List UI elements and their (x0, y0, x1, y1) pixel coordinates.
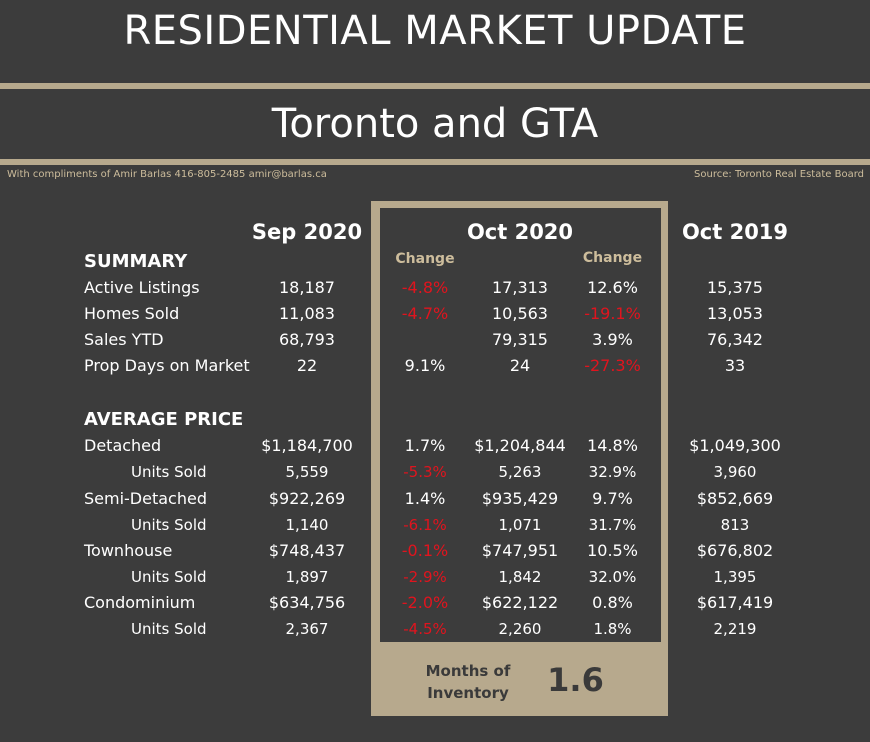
oct2019-value: $676,802 (696, 541, 774, 560)
source-note: Source: Toronto Real Estate Board (694, 169, 864, 180)
change-yoy-value: 3.9% (592, 330, 633, 349)
oct2020-value: $622,122 (481, 593, 559, 612)
sep2020-value: 11,083 (279, 304, 335, 323)
sep2020-value: 68,793 (279, 330, 335, 349)
row-label: Detached (84, 436, 162, 455)
change-yoy-value: 32.9% (588, 463, 637, 481)
oct2020-value: 10,563 (492, 304, 548, 323)
row-label: Semi-Detached (84, 489, 207, 508)
table-row: Units Sold 1,140 -6.1% 1,071 31.7% 813 (0, 516, 870, 542)
oct2020-value: $1,204,844 (474, 436, 566, 455)
top-divider (0, 83, 870, 89)
row-label: Condominium (84, 593, 196, 612)
change-mom-value: -0.1% (401, 541, 449, 560)
table-row: Semi-Detached $922,269 1.4% $935,429 9.7% $85… (0, 489, 870, 515)
oct2020-value: $935,429 (481, 489, 559, 508)
sep2020-value: 1,140 (285, 516, 329, 534)
oct2019-value: 2,219 (713, 620, 757, 638)
change-mom-value: -2.0% (401, 593, 449, 612)
row-label: Units Sold (131, 463, 207, 481)
change-yoy-value: -27.3% (584, 356, 641, 375)
sep2020-value: 5,559 (285, 463, 329, 481)
table-row: Condominium $634,756 -2.0% $622,122 0.8% $617… (0, 593, 870, 619)
oct2019-value: 76,342 (707, 330, 763, 349)
column-header-change-yoy: Change (582, 250, 643, 266)
oct2019-value: $1,049,300 (689, 436, 781, 455)
oct2020-value: 1,842 (498, 568, 542, 586)
oct2019-value: 813 (720, 516, 750, 534)
main-title: RESIDENTIAL MARKET UPDATE (123, 8, 747, 54)
change-mom-value: -2.9% (403, 568, 447, 586)
column-header-oct2019: Oct 2019 (681, 220, 789, 244)
table-row: Detached $1,184,700 1.7% $1,204,844 14.8% $1,… (0, 436, 870, 462)
change-yoy-value: 32.0% (588, 568, 637, 586)
change-yoy-value: 0.8% (592, 593, 633, 612)
oct2019-value: 13,053 (707, 304, 763, 323)
oct2019-value: $852,669 (696, 489, 774, 508)
table-row: Homes Sold 11,083 -4.7% 10,563 -19.1% 13,053 (0, 304, 870, 330)
change-mom-value: 1.4% (404, 489, 446, 508)
oct2020-value: 2,260 (498, 620, 542, 638)
row-label: Prop Days on Market (84, 356, 250, 375)
oct2020-value: $747,951 (481, 541, 559, 560)
table-row: Prop Days on Market 22 9.1% 24 -27.3% 33 (0, 356, 870, 382)
column-header-change-mom: Change (395, 251, 455, 267)
oct2020-value: 5,263 (498, 463, 542, 481)
row-label: Units Sold (131, 516, 207, 534)
section-average-price-heading: AVERAGE PRICE (84, 409, 244, 430)
column-header-sep2020: Sep 2020 (251, 220, 363, 244)
change-yoy-value: 14.8% (587, 436, 638, 455)
table-row: Units Sold 5,559 -5.3% 5,263 32.9% 3,960 (0, 463, 870, 489)
sep2020-value: $748,437 (268, 541, 346, 560)
table-row: Units Sold 2,367 -4.5% 2,260 1.8% 2,219 (0, 620, 870, 646)
sep2020-value: $1,184,700 (261, 436, 353, 455)
oct2019-value: 15,375 (707, 278, 763, 297)
months-of-inventory-label: Months of Inventory (425, 662, 511, 702)
sep2020-value: 18,187 (279, 278, 335, 297)
row-label: Units Sold (131, 568, 207, 586)
sep2020-value: 22 (296, 356, 318, 375)
change-yoy-value: 1.8% (593, 620, 632, 638)
oct2020-highlight-panel (380, 208, 661, 642)
months-of-inventory-value: 1.6 (547, 661, 604, 699)
change-yoy-value: 9.7% (592, 489, 633, 508)
table-row: Units Sold 1,897 -2.9% 1,842 32.0% 1,395 (0, 568, 870, 594)
credit-line: With compliments of Amir Barlas 416-805-… (7, 169, 327, 180)
table-row: Sales YTD 68,793 79,315 3.9% 76,342 (0, 330, 870, 356)
change-yoy-value: 10.5% (587, 541, 638, 560)
sep2020-value: 2,367 (285, 620, 329, 638)
subtitle: Toronto and GTA (271, 101, 599, 147)
section-summary-heading: SUMMARY (84, 251, 188, 272)
oct2020-value: 1,071 (498, 516, 542, 534)
table-row: Active Listings 18,187 -4.8% 17,313 12.6% 15,… (0, 278, 870, 304)
change-mom-value: 1.7% (404, 436, 446, 455)
row-label: Homes Sold (84, 304, 180, 323)
bottom-divider (0, 159, 870, 165)
row-label: Units Sold (131, 620, 207, 638)
oct2019-value: 1,395 (713, 568, 757, 586)
oct2020-value: 17,313 (492, 278, 548, 297)
row-label: Sales YTD (84, 330, 164, 349)
change-yoy-value: -19.1% (584, 304, 641, 323)
change-mom-value: -4.7% (401, 304, 449, 323)
oct2019-value: 33 (724, 356, 746, 375)
change-mom-value: -5.3% (403, 463, 447, 481)
column-header-oct2020: Oct 2020 (466, 220, 574, 244)
change-mom-value: -4.8% (401, 278, 449, 297)
sep2020-value: $634,756 (268, 593, 346, 612)
table-row: Townhouse $748,437 -0.1% $747,951 10.5% $676,… (0, 541, 870, 567)
sep2020-value: $922,269 (268, 489, 346, 508)
oct2019-value: 3,960 (713, 463, 757, 481)
sep2020-value: 1,897 (285, 568, 329, 586)
change-mom-value: -4.5% (403, 620, 447, 638)
oct2020-value: 24 (509, 356, 531, 375)
oct2019-value: $617,419 (696, 593, 774, 612)
oct2020-value: 79,315 (492, 330, 548, 349)
change-yoy-value: 31.7% (588, 516, 637, 534)
row-label: Townhouse (84, 541, 173, 560)
change-yoy-value: 12.6% (587, 278, 638, 297)
change-mom-value: 9.1% (404, 356, 446, 375)
row-label: Active Listings (84, 278, 200, 297)
change-mom-value: -6.1% (403, 516, 447, 534)
